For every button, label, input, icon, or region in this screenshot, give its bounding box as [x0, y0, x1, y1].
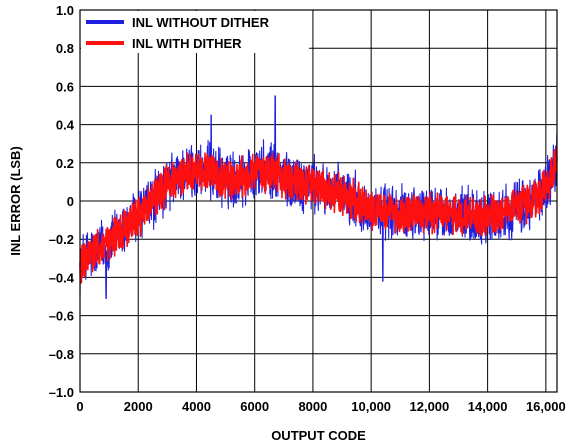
- y-tick-label-3: 0.4: [56, 118, 75, 133]
- x-tick-label-7: 14,000: [468, 399, 508, 414]
- x-tick-label-0: 0: [76, 399, 83, 414]
- y-tick-label-10: –1.0: [49, 385, 74, 400]
- y-axis-ticks: 1.0 0.8 0.6 0.4 0.2 0 –0.2 –0.4 –0.6 –0.8 –1.0: [49, 3, 75, 400]
- y-tick-label-6: –0.2: [49, 232, 74, 247]
- y-axis-title: INL ERROR (LSB): [8, 146, 23, 256]
- y-tick-label-2: 0.6: [56, 79, 74, 94]
- y-tick-label-7: –0.4: [49, 270, 75, 285]
- series-line-with-dither: [79, 145, 558, 284]
- x-tick-label-8: 16,000: [526, 399, 566, 414]
- legend-box: [81, 11, 309, 53]
- legend-label-without-dither: INL WITHOUT DITHER: [132, 15, 270, 30]
- y-tick-label-9: –0.8: [49, 347, 74, 362]
- y-tick-label-5: 0: [67, 194, 74, 209]
- x-tick-label-2: 4000: [182, 399, 211, 414]
- legend: INL WITHOUT DITHER INL WITH DITHER: [81, 11, 309, 53]
- y-tick-label-8: –0.6: [49, 309, 74, 324]
- x-axis-ticks: 0 2000 4000 6000 8000 10,000 12,000 14,000 16,00…: [76, 399, 565, 414]
- y-tick-label-4: 0.2: [56, 156, 74, 171]
- x-axis-title: OUTPUT CODE: [271, 428, 366, 443]
- legend-label-with-dither: INL WITH DITHER: [132, 36, 242, 51]
- x-tick-label-1: 2000: [124, 399, 153, 414]
- series-layer: [79, 95, 558, 299]
- y-tick-label-0: 1.0: [56, 3, 74, 18]
- x-tick-label-3: 6000: [240, 399, 269, 414]
- x-tick-label-6: 12,000: [410, 399, 450, 414]
- plot-frame: [79, 9, 558, 393]
- x-tick-label-5: 10,000: [351, 399, 391, 414]
- y-tick-label-1: 0.8: [56, 41, 74, 56]
- x-tick-label-4: 8000: [298, 399, 327, 414]
